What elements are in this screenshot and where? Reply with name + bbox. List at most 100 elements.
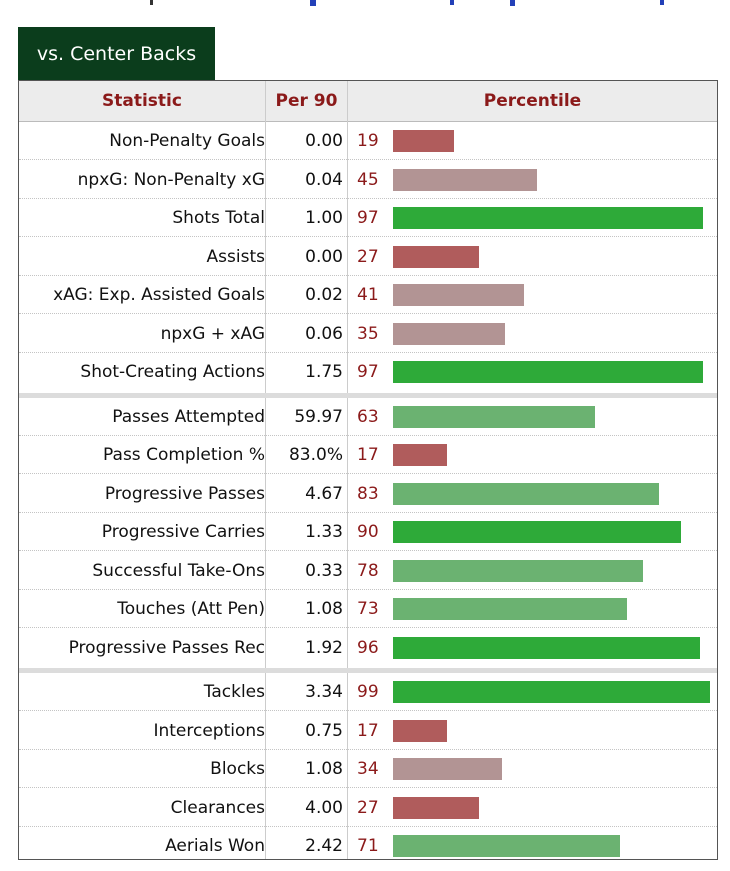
table-row: Aerials Won 2.42 71 — [19, 827, 717, 865]
table-row: Progressive Passes Rec 1.92 96 — [19, 629, 717, 667]
header-statistic[interactable]: Statistic — [102, 91, 182, 111]
percentile-bar — [393, 636, 700, 659]
table-row: xAG: Exp. Assisted Goals 0.02 41 — [19, 276, 717, 314]
per90-value: 3.34 — [305, 682, 343, 702]
table-row: Shot-Creating Actions 1.75 97 — [19, 353, 717, 391]
stat-name: Passes Attempted — [112, 406, 265, 427]
row-divider — [19, 550, 717, 551]
row-divider — [19, 159, 717, 160]
per90-value: 0.75 — [305, 720, 343, 741]
table-row: Progressive Carries 1.33 90 — [19, 513, 717, 551]
per90-value: 0.00 — [305, 246, 343, 267]
stat-name: npxG: Non-Penalty xG — [77, 169, 265, 190]
per90-value: 1.08 — [305, 759, 343, 779]
percentile-value: 96 — [357, 637, 379, 658]
table-row: Blocks 1.08 34 — [19, 750, 717, 788]
group-separator — [19, 392, 717, 398]
percentile-bar — [393, 598, 627, 620]
stat-name: Interceptions — [153, 720, 265, 741]
column-divider — [265, 81, 266, 859]
table-row: npxG + xAG 0.06 35 — [19, 315, 717, 353]
percentile-bar — [393, 322, 505, 345]
per90-value: 1.92 — [305, 637, 343, 658]
stat-name: Non-Penalty Goals — [109, 131, 265, 151]
scouting-report-table: Statistic Per 90 Percentile Non-Penalty … — [18, 80, 718, 860]
percentile-bar — [393, 284, 524, 306]
header-per90[interactable]: Per 90 — [275, 91, 338, 111]
percentile-value: 19 — [357, 131, 379, 151]
percentile-value: 83 — [357, 483, 379, 504]
row-divider — [19, 236, 717, 237]
percentile-value: 34 — [357, 759, 379, 779]
row-divider — [19, 710, 717, 711]
percentile-value: 99 — [357, 682, 379, 702]
header-percentile[interactable]: Percentile — [483, 91, 582, 111]
percentile-value: 27 — [357, 246, 379, 267]
percentile-bar — [393, 559, 643, 582]
percentile-value: 35 — [357, 323, 379, 344]
percentile-value: 73 — [357, 599, 379, 619]
row-divider — [19, 274, 717, 276]
percentile-bar — [393, 482, 659, 505]
percentile-bar — [393, 521, 681, 543]
per90-value: 2.42 — [305, 836, 343, 856]
table-row: Non-Penalty Goals 0.00 19 — [19, 122, 717, 160]
table-row: Progressive Passes 4.67 83 — [19, 475, 717, 513]
percentile-bar — [393, 758, 502, 780]
stat-name: Progressive Passes Rec — [68, 637, 265, 658]
per90-value: 0.33 — [305, 560, 343, 581]
stat-name: Aerials Won — [165, 836, 265, 856]
table-row: Interceptions 0.75 17 — [19, 712, 717, 750]
stat-name: npxG + xAG — [160, 323, 265, 344]
percentile-bar — [393, 444, 447, 466]
table-row: npxG: Non-Penalty xG 0.04 45 — [19, 161, 717, 199]
stat-name: Touches (Att Pen) — [117, 599, 265, 619]
group-separator — [19, 668, 717, 673]
percentile-bar — [393, 130, 454, 152]
percentile-value: 71 — [357, 836, 379, 856]
percentile-value: 45 — [357, 169, 379, 190]
row-divider — [19, 313, 717, 314]
stat-name: Shots Total — [172, 208, 265, 228]
stat-name: Pass Completion % — [103, 445, 265, 465]
row-divider — [19, 825, 717, 827]
tab-vs-center-backs[interactable]: vs. Center Backs — [18, 27, 215, 81]
percentile-value: 97 — [357, 362, 379, 382]
percentile-bar — [393, 681, 710, 703]
per90-value: 0.04 — [305, 169, 343, 190]
percentile-value: 41 — [357, 285, 379, 305]
row-divider — [19, 787, 717, 788]
table-header: Statistic Per 90 Percentile — [19, 81, 717, 122]
per90-value: 0.02 — [305, 285, 343, 305]
percentile-bar — [393, 719, 447, 742]
table-row: Successful Take-Ons 0.33 78 — [19, 552, 717, 590]
percentile-bar — [393, 835, 620, 857]
per90-value: 1.08 — [305, 599, 343, 619]
row-divider — [19, 473, 717, 474]
stat-name: Clearances — [170, 797, 265, 818]
per90-value: 4.00 — [305, 797, 343, 818]
stat-name: Tackles — [203, 682, 265, 702]
per90-value: 1.33 — [305, 522, 343, 542]
table-row: Clearances 4.00 27 — [19, 789, 717, 827]
table-row: Assists 0.00 27 — [19, 238, 717, 276]
table-row: Shots Total 1.00 97 — [19, 199, 717, 237]
row-divider — [19, 434, 717, 436]
per90-value: 4.67 — [305, 483, 343, 504]
per90-value: 59.97 — [294, 406, 343, 427]
table-row: Tackles 3.34 99 — [19, 673, 717, 711]
percentile-bar — [393, 796, 479, 819]
stat-name: Progressive Passes — [104, 483, 265, 504]
stat-name: Assists — [206, 246, 265, 267]
percentile-value: 17 — [357, 720, 379, 741]
row-divider — [19, 197, 717, 199]
row-divider — [19, 748, 717, 750]
stat-name: xAG: Exp. Assisted Goals — [53, 285, 265, 305]
table-row: Touches (Att Pen) 1.08 73 — [19, 590, 717, 628]
per90-value: 1.00 — [305, 208, 343, 228]
per90-value: 83.0% — [288, 445, 343, 465]
stat-name: Blocks — [210, 759, 265, 779]
percentile-value: 78 — [357, 560, 379, 581]
percentile-bar — [393, 168, 537, 191]
percentile-value: 17 — [357, 445, 379, 465]
